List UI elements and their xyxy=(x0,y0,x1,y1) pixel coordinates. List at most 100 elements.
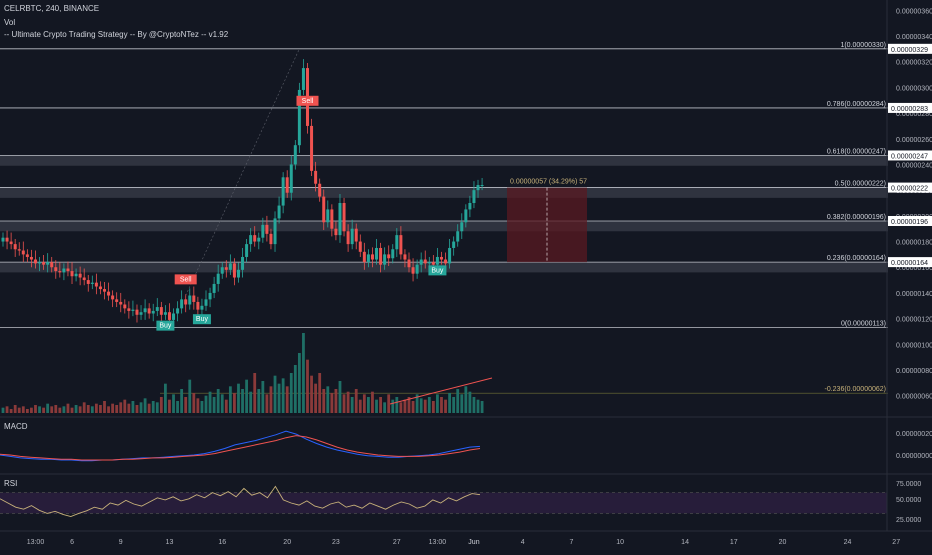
candle-body xyxy=(1,237,5,242)
time-axis-label: 10 xyxy=(616,539,624,546)
fib-axis-badge xyxy=(888,150,932,161)
candlestick-layer xyxy=(1,48,484,328)
strategy-line: -- Ultimate Crypto Trading Strategy -- B… xyxy=(4,30,229,39)
candle-body xyxy=(17,249,21,251)
volume-bar xyxy=(200,401,204,413)
fib-axis-badge xyxy=(888,215,932,226)
volume-bar xyxy=(354,389,358,413)
time-axis-label: 13:00 xyxy=(27,539,45,546)
volume-bar xyxy=(99,405,102,413)
volume-bar xyxy=(224,399,228,413)
price-axis-label: 0.00000140 xyxy=(896,291,932,298)
volume-bar xyxy=(480,401,484,413)
candle-body xyxy=(155,307,159,311)
candle-body xyxy=(103,289,106,292)
candle-body xyxy=(86,280,90,284)
volume-bar xyxy=(1,407,5,413)
volume-bar xyxy=(127,403,131,413)
fib-axis-badge-label: 0.00000196 xyxy=(891,219,928,226)
candle-body xyxy=(314,170,318,184)
candle-body xyxy=(444,259,448,264)
fib-label: 0.786(0.00000284) xyxy=(827,101,886,108)
volume-bar xyxy=(78,406,82,413)
volume-bar xyxy=(285,386,289,413)
volume-bar xyxy=(115,405,119,413)
candle-body xyxy=(180,299,184,309)
candle-body xyxy=(472,190,476,204)
volume-bar xyxy=(86,405,90,413)
sell-signal-label: Sell xyxy=(180,276,192,283)
volume-bar xyxy=(350,397,354,413)
candle-body xyxy=(236,269,240,278)
volume-bar xyxy=(423,399,427,413)
volume-bar xyxy=(399,402,403,413)
volume-bar xyxy=(208,391,212,413)
volume-bar xyxy=(261,381,265,413)
volume-bar xyxy=(415,394,419,413)
candle-body xyxy=(29,256,33,260)
volume-bar xyxy=(253,373,257,413)
time-axis-label: 9 xyxy=(119,539,123,546)
candle-body xyxy=(249,235,253,245)
rsi-pane-label: RSI xyxy=(4,479,18,488)
volume-bar xyxy=(249,391,253,413)
volume-bar xyxy=(54,405,58,413)
dashed-trend xyxy=(185,48,300,296)
macd-axis-label: 0.00000000 xyxy=(896,453,932,460)
volume-bar xyxy=(444,399,447,413)
time-axis-label: 13 xyxy=(166,539,174,546)
candle-body xyxy=(253,235,257,242)
candle-body xyxy=(395,235,399,250)
rsi-axis-label: 75.0000 xyxy=(896,481,921,488)
candle-body xyxy=(403,254,407,260)
candle-body xyxy=(460,222,464,232)
volume-bar xyxy=(237,383,240,413)
candle-body xyxy=(293,145,297,165)
candle-body xyxy=(9,241,13,245)
volume-bar xyxy=(70,407,74,413)
volume-bar xyxy=(139,402,143,413)
volume-bar xyxy=(289,373,293,413)
volume-bar xyxy=(387,394,391,413)
candle-body xyxy=(33,259,37,264)
candle-body xyxy=(379,247,383,265)
buy-signal-badge xyxy=(428,265,447,276)
candle-body xyxy=(411,267,415,274)
candle-body xyxy=(212,283,216,293)
price-axis-label: 0.00000060 xyxy=(896,394,932,401)
volume-bar xyxy=(367,397,370,413)
candle-body xyxy=(407,259,411,268)
candle-body xyxy=(184,299,188,305)
price-axis-label: 0.00000260 xyxy=(896,137,932,144)
volume-bar xyxy=(464,386,468,413)
volume-bar xyxy=(322,389,326,413)
volume-bar xyxy=(306,359,309,413)
buy-signal-badge xyxy=(192,314,211,325)
signal-layer: Buy Sell Buy Sell Buy xyxy=(156,95,447,331)
volume-bar xyxy=(155,402,159,413)
candle-body xyxy=(62,268,66,273)
fib-label: 0.236(0.00000164) xyxy=(827,255,886,262)
candle-body xyxy=(58,271,62,273)
volume-bar xyxy=(176,401,179,413)
candle-body xyxy=(431,262,435,265)
volume-bar xyxy=(34,405,37,413)
candle-body xyxy=(66,268,70,272)
volume-bar xyxy=(204,395,208,413)
volume-bar xyxy=(448,393,451,413)
volume-layer xyxy=(1,333,493,413)
price-axis-label: 0.00000180 xyxy=(896,240,932,247)
candle-body xyxy=(151,310,155,314)
fib-axis-badge xyxy=(888,102,932,113)
candle-body xyxy=(448,247,452,264)
fib-label: 0.618(0.00000247) xyxy=(827,148,886,155)
candle-body xyxy=(135,309,139,315)
candle-body xyxy=(326,209,330,223)
volume-bar xyxy=(358,399,362,413)
volume-bar xyxy=(220,394,224,413)
volume-bar xyxy=(131,401,135,413)
